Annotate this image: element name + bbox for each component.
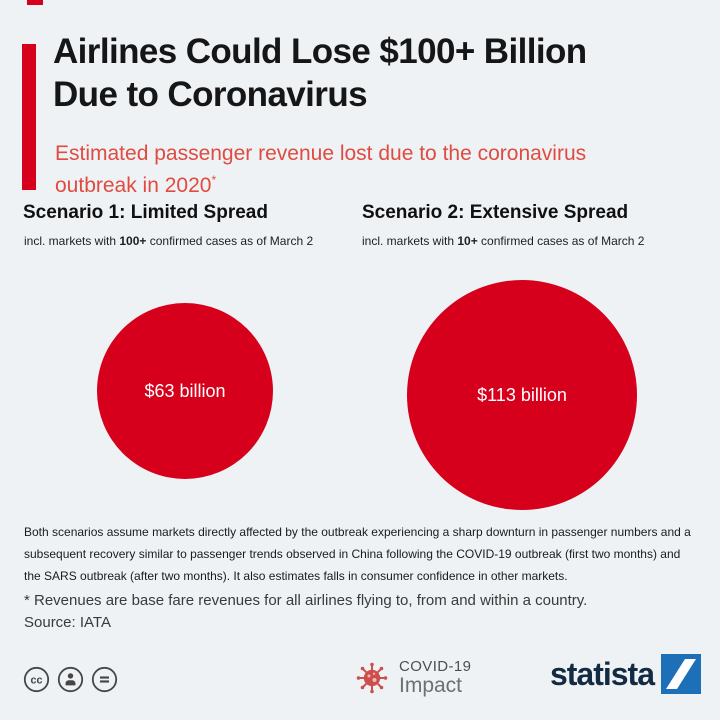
- bubble-scenario-1: $63 billion: [97, 303, 273, 479]
- scenario-2-note-threshold: 10+: [457, 234, 478, 248]
- scenario-2-note: incl. markets with 10+ confirmed cases a…: [362, 234, 644, 248]
- statista-logo-icon: [661, 654, 701, 694]
- cc-by-person-icon: [57, 666, 84, 693]
- statista-logo: statista: [550, 654, 701, 694]
- scenario-2-note-prefix: incl. markets with: [362, 234, 458, 248]
- scenario-2-heading: Scenario 2: Extensive Spread: [362, 202, 629, 223]
- statista-wordmark: statista: [549, 655, 655, 692]
- title-accent-bar: [22, 44, 36, 190]
- scenario-1-note: incl. markets with 100+ confirmed cases …: [24, 234, 313, 248]
- methodology-note: Both scenarios assume markets directly a…: [24, 525, 691, 583]
- footnote-asterisk: *: [211, 173, 217, 187]
- scenario-1-heading: Scenario 1: Limited Spread: [23, 202, 268, 223]
- covid-impact-label: COVID-19 Impact: [399, 658, 471, 697]
- creative-commons-badges: cc: [23, 666, 118, 693]
- scenario-1-note-threshold: 100+: [119, 234, 147, 248]
- covid-impact-badge: COVID-19 Impact: [354, 658, 471, 697]
- scenario-1-note-prefix: incl. markets with: [24, 234, 120, 248]
- covid-label-line1: COVID-19: [399, 658, 472, 675]
- chart-subtitle-line1: Estimated passenger revenue lost due to …: [55, 142, 587, 165]
- chart-subtitle: Estimated passenger revenue lost due to …: [55, 140, 586, 199]
- page-title-line2: Due to Coronavirus: [53, 75, 368, 114]
- cc-icon: cc: [23, 666, 50, 693]
- bubble-scenario-2-value: $113 billion: [477, 384, 567, 405]
- chart-subtitle-line2-text: outbreak in 2020: [55, 174, 212, 197]
- bubble-scenario-2: $113 billion: [407, 280, 637, 510]
- svg-text:cc: cc: [31, 675, 43, 687]
- chart-subtitle-line2: outbreak in 2020*: [55, 167, 586, 199]
- bubble-scenario-1-value: $63 billion: [144, 380, 226, 401]
- decoration-top-mark: [27, 0, 43, 5]
- cc-nd-equals-icon: [91, 666, 118, 693]
- scenario-2-note-suffix: confirmed cases as of March 2: [477, 234, 645, 248]
- scenario-1-note-suffix: confirmed cases as of March 2: [146, 234, 314, 248]
- page-title-line1: Airlines Could Lose $100+ Billion: [53, 32, 587, 71]
- virus-icon: [354, 660, 390, 696]
- source-credit: Source: IATA: [24, 614, 111, 631]
- covid-label-line2: Impact: [399, 674, 463, 697]
- page-title: Airlines Could Lose $100+ Billion Due to…: [53, 30, 587, 116]
- revenue-footnote: * Revenues are base fare revenues for al…: [24, 592, 588, 609]
